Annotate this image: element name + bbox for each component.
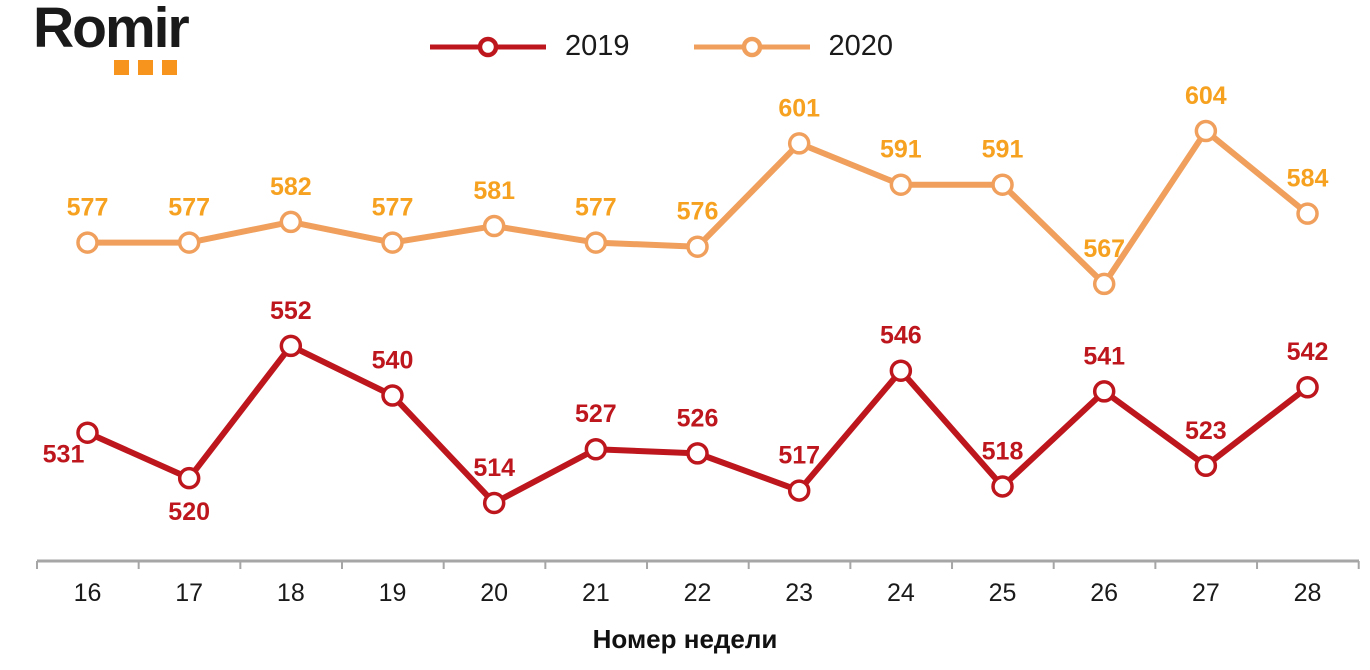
data-point-label-2020: 582 xyxy=(270,173,312,201)
data-point-label-2019: 517 xyxy=(778,442,820,470)
logo-dot xyxy=(114,60,129,75)
x-tick-label: 18 xyxy=(277,579,305,607)
data-point-marker-2020 xyxy=(482,214,506,238)
x-tick-label: 22 xyxy=(684,579,712,607)
data-point-marker-2020 xyxy=(889,173,913,196)
data-point-label-2019: 542 xyxy=(1287,338,1329,366)
romir-logo-dots xyxy=(114,60,188,75)
legend-marker-2019 xyxy=(430,36,546,57)
data-point-marker-2019 xyxy=(279,334,303,358)
x-tick-label: 21 xyxy=(582,579,610,607)
x-tick-label: 17 xyxy=(175,579,203,607)
data-point-marker-2020 xyxy=(686,235,709,258)
data-point-label-2020: 591 xyxy=(982,136,1024,164)
x-tick-label: 24 xyxy=(887,579,915,607)
data-point-label-2020: 577 xyxy=(372,194,414,222)
logo-dot xyxy=(138,60,153,75)
data-point-label-2019: 531 xyxy=(43,441,85,469)
data-point-label-2020: 604 xyxy=(1185,82,1227,110)
data-point-label-2019: 527 xyxy=(575,400,617,428)
data-point-marker-2019 xyxy=(1296,375,1319,399)
data-point-label-2020: 567 xyxy=(1083,235,1125,263)
romir-logo: Romir xyxy=(33,0,190,75)
data-point-marker-2020 xyxy=(787,132,811,155)
romir-logo-text: Romir xyxy=(33,0,190,60)
x-tick-label: 16 xyxy=(74,579,102,607)
data-point-label-2019: 546 xyxy=(880,322,922,350)
data-point-label-2020: 577 xyxy=(168,194,210,222)
data-point-marker-2019 xyxy=(787,479,811,502)
x-tick-label: 28 xyxy=(1294,579,1322,607)
legend-item-2019: 2019 xyxy=(428,30,630,63)
data-point-label-2019: 552 xyxy=(270,297,312,325)
data-point-marker-2019 xyxy=(991,475,1014,498)
data-point-label-2019: 518 xyxy=(982,437,1024,465)
data-point-label-2020: 576 xyxy=(677,198,719,226)
data-point-label-2019: 541 xyxy=(1083,342,1125,370)
x-axis-title: Номер недели xyxy=(592,624,778,654)
data-point-marker-2020 xyxy=(279,210,303,234)
data-point-label-2019: 514 xyxy=(473,454,515,482)
data-point-marker-2020 xyxy=(1194,119,1218,143)
logo-dot xyxy=(162,60,177,75)
data-point-marker-2020 xyxy=(177,231,201,254)
data-point-marker-2020 xyxy=(1296,202,1319,225)
x-tick-label: 20 xyxy=(480,579,508,607)
x-tick-label: 19 xyxy=(379,579,407,607)
x-tick-label: 25 xyxy=(989,579,1017,607)
data-point-marker-2019 xyxy=(1092,380,1116,403)
data-point-marker-2019 xyxy=(76,421,99,444)
data-point-marker-2020 xyxy=(381,231,404,254)
legend-label-2019: 2019 xyxy=(565,30,630,62)
data-point-label-2019: 526 xyxy=(677,404,719,432)
data-point-label-2019: 520 xyxy=(168,498,210,526)
chart-legend: 2019 2020 xyxy=(428,30,893,63)
x-tick-label: 23 xyxy=(785,579,813,607)
data-point-marker-2020 xyxy=(76,231,99,254)
data-point-marker-2019 xyxy=(177,466,201,490)
data-point-marker-2019 xyxy=(584,437,608,461)
legend-label-2020: 2020 xyxy=(828,30,894,62)
data-point-marker-2020 xyxy=(1092,272,1116,296)
x-tick-label: 27 xyxy=(1192,579,1220,607)
data-point-marker-2019 xyxy=(482,491,506,515)
data-point-label-2020: 601 xyxy=(778,94,820,122)
legend-item-2020: 2020 xyxy=(692,30,894,63)
data-point-marker-2019 xyxy=(686,442,709,465)
data-point-marker-2019 xyxy=(381,384,404,407)
data-point-label-2020: 577 xyxy=(575,194,617,222)
data-point-marker-2019 xyxy=(889,359,913,382)
data-point-marker-2020 xyxy=(584,231,608,254)
data-point-marker-2019 xyxy=(1194,454,1218,478)
data-point-label-2020: 577 xyxy=(67,194,109,222)
data-point-label-2019: 540 xyxy=(372,347,414,375)
data-point-label-2019: 523 xyxy=(1185,417,1227,445)
x-tick-label: 26 xyxy=(1090,579,1118,607)
data-point-label-2020: 581 xyxy=(473,177,515,205)
data-point-marker-2020 xyxy=(991,173,1014,196)
data-point-label-2020: 584 xyxy=(1287,165,1329,193)
legend-marker-2020 xyxy=(693,36,810,57)
data-point-label-2020: 591 xyxy=(880,136,922,164)
